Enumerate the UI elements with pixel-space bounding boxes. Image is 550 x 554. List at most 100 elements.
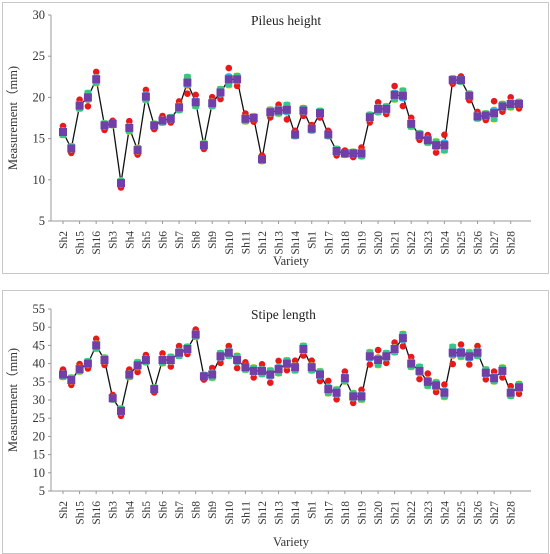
marker-square [249, 114, 258, 122]
marker-square [448, 76, 457, 85]
marker-circle [167, 363, 175, 370]
marker-square [266, 108, 275, 117]
marker-square [158, 356, 167, 364]
marker-circle [490, 97, 498, 105]
x-tick-label: Sh11 [240, 231, 252, 254]
marker-square [199, 372, 208, 381]
marker-square [83, 359, 92, 368]
x-axis-title: Variety [273, 254, 310, 268]
marker-circle [374, 99, 382, 106]
x-tick-label: Sh23 [423, 231, 435, 255]
marker-circle [391, 339, 398, 346]
marker-square [423, 377, 432, 386]
x-tick-label: Sh3 [108, 231, 120, 249]
marker-square [307, 363, 316, 372]
marker-circle [457, 341, 465, 348]
marker-circle [449, 360, 457, 368]
pileus-height-chart: 5 10 15 20 25 30 Sh2 Sh15 Sh16 Sh3 Sh4 Sh5 Sh6 Sh7 Sh8… [2, 2, 549, 274]
marker-circle [126, 117, 133, 125]
x-tick-label: Sh10 [224, 501, 236, 525]
marker-circle [225, 342, 233, 350]
marker-square [498, 102, 507, 111]
marker-circle [316, 377, 324, 385]
marker-square [191, 98, 200, 107]
x-tick-label: Sh16 [91, 501, 103, 525]
x-tick-label: Sh24 [439, 231, 451, 255]
y-tick-label: 55 [33, 302, 46, 316]
marker-circle [208, 364, 216, 372]
marker-square [233, 356, 242, 364]
marker-square [415, 366, 424, 375]
marker-square [191, 330, 200, 339]
x-tick-label: Sh2 [58, 231, 70, 249]
x-tick-label: Sh17 [323, 231, 335, 255]
marker-circle [424, 370, 432, 377]
marker-square [374, 356, 383, 364]
marker-circle [283, 116, 291, 123]
stipe-length-chart: 5 10 15 20 25 30 35 40 45 50 55 Sh2 Sh15 Sh16 Sh3 Sh4 Sh… [2, 290, 549, 554]
marker-square [340, 149, 349, 158]
marker-square [390, 345, 399, 353]
marker-circle [308, 357, 316, 364]
marker-square [216, 88, 225, 97]
marker-square [291, 363, 300, 372]
marker-circle [441, 131, 448, 139]
marker-circle [482, 376, 490, 383]
y-tick-label: 20 [33, 90, 46, 104]
y-axis-title: Measurement（mm) [6, 66, 20, 170]
marker-square [59, 128, 67, 136]
x-tick-label: Sh22 [406, 501, 418, 525]
marker-circle [432, 388, 440, 396]
y-tick-label: 30 [33, 393, 46, 407]
marker-circle [399, 102, 407, 110]
x-tick-label: Sh5 [141, 501, 153, 519]
marker-circle [507, 382, 514, 390]
marker-square [67, 376, 76, 384]
marker-square [357, 149, 366, 158]
x-tick-label: Sh9 [207, 501, 219, 519]
marker-square [233, 75, 242, 84]
marker-square [133, 361, 142, 370]
x-tick-label: Sh16 [91, 231, 103, 255]
marker-square [183, 345, 192, 353]
marker-circle [233, 364, 241, 372]
x-tick-label: Sh5 [141, 231, 153, 249]
y-tick-label: 20 [33, 429, 46, 443]
marker-square [241, 114, 250, 123]
x-tick-label: Sh23 [423, 501, 435, 525]
marker-square [183, 78, 192, 87]
marker-circle [84, 103, 92, 110]
y-tick-label: 25 [33, 49, 46, 63]
y-tick-label: 30 [33, 8, 46, 22]
marker-circle [333, 396, 340, 403]
marker-square [150, 385, 159, 394]
marker-rounded [449, 343, 457, 350]
x-tick-label: Sh1 [307, 231, 319, 249]
marker-square [415, 131, 424, 140]
x-tick-label: Sh15 [75, 501, 87, 525]
marker-circle [399, 343, 407, 350]
marker-square [407, 359, 416, 368]
marker-square [432, 381, 441, 390]
x-tick-label: Sh6 [157, 501, 169, 519]
marker-square [448, 348, 457, 357]
marker-circle [217, 359, 224, 367]
series-5-markers [59, 330, 523, 415]
marker-square [398, 334, 407, 343]
marker-circle [441, 381, 448, 388]
marker-square [166, 114, 175, 123]
marker-square [258, 155, 266, 164]
x-tick-label: Sh17 [323, 501, 335, 525]
y-tick-label: 35 [33, 375, 46, 389]
marker-circle [391, 82, 398, 90]
marker-square [274, 106, 283, 115]
x-tick-label: Sh3 [108, 501, 120, 519]
marker-square [224, 348, 233, 357]
marker-circle [466, 361, 473, 368]
marker-square [440, 388, 449, 397]
marker-circle [250, 374, 257, 381]
marker-square [490, 374, 499, 383]
x-tick-label: Sh19 [356, 501, 368, 525]
marker-circle [283, 366, 291, 374]
x-tick-label: Sh20 [373, 501, 385, 525]
